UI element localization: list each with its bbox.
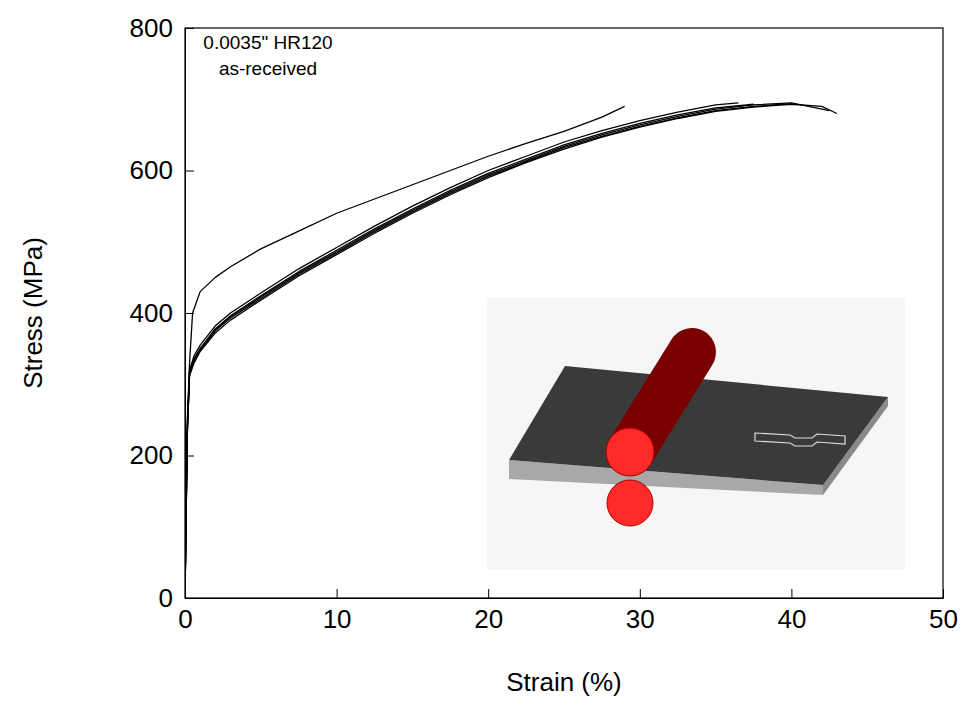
x-tick-mark [791, 589, 792, 598]
x-tick: 10 [323, 589, 352, 634]
x-tick-mark [337, 589, 338, 598]
inset-background [487, 298, 905, 570]
specimen-outline [755, 433, 845, 446]
inset-illustration [487, 298, 905, 570]
x-tick-mark [943, 589, 944, 598]
y-tick-label: 0 [159, 583, 173, 613]
chart: 0 10 20 30 40 50 0 200 400 600 800 Strain (%) Stress… [0, 0, 968, 711]
annotation-line: 0.0035" HR120 [203, 32, 332, 53]
y-tick-label: 400 [130, 298, 173, 328]
y-tick-label: 600 [130, 155, 173, 185]
plot-frame [185, 28, 943, 598]
x-tick-mark [488, 589, 489, 598]
y-tick: 400 [130, 298, 194, 328]
x-tick-mark [640, 589, 641, 598]
y-tick: 0 [159, 583, 194, 613]
x-tick: 30 [626, 589, 655, 634]
x-tick-label: 40 [777, 604, 806, 634]
y-axis-title: Stress (MPa) [18, 237, 48, 389]
x-tick-label: 30 [626, 604, 655, 634]
x-tick: 40 [777, 589, 806, 634]
x-tick-label: 50 [929, 604, 958, 634]
y-tick: 200 [130, 440, 194, 470]
x-tick-label: 20 [474, 604, 503, 634]
x-axis-title: Strain (%) [506, 667, 622, 697]
x-tick: 20 [474, 589, 503, 634]
y-axis: 0 200 400 600 800 [130, 13, 194, 613]
lower-roller [607, 480, 653, 526]
y-tick-mark [185, 598, 194, 599]
x-tick: 50 [929, 589, 958, 634]
x-tick-label: 10 [323, 604, 352, 634]
y-tick-mark [185, 28, 194, 29]
annotation: 0.0035" HR120 as-received [203, 32, 332, 79]
y-tick-mark [185, 171, 194, 172]
y-tick-label: 200 [130, 440, 173, 470]
x-tick-label: 0 [178, 604, 192, 634]
y-tick: 600 [130, 155, 194, 185]
x-axis-line [186, 598, 944, 599]
x-axis: 0 10 20 30 40 50 [178, 589, 958, 634]
y-tick: 800 [130, 13, 194, 43]
annotation-line: as-received [219, 58, 317, 79]
y-tick-label: 800 [130, 13, 173, 43]
upper-roller-end [606, 428, 654, 476]
